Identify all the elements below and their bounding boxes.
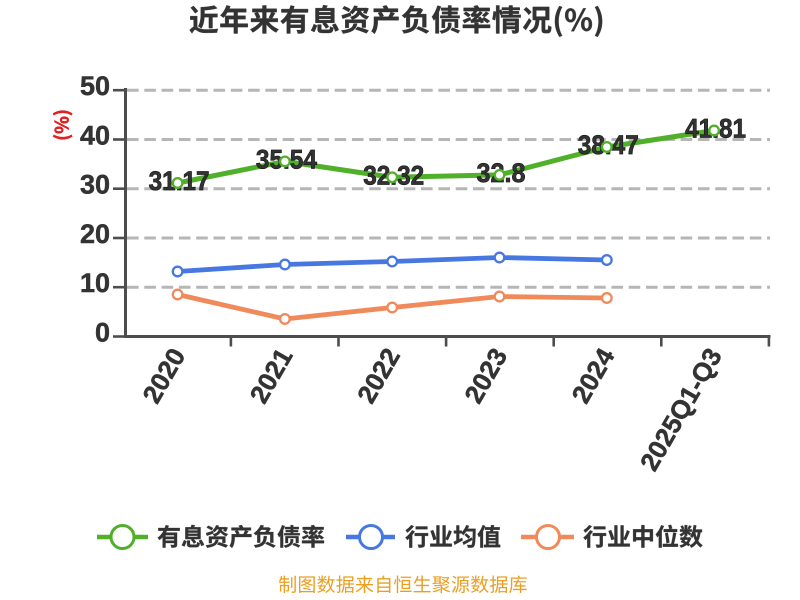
svg-text:40: 40 [80,121,110,151]
svg-text:20: 20 [80,219,110,249]
svg-text:2024: 2024 [566,343,621,409]
svg-text:2025Q1-Q3: 2025Q1-Q3 [634,343,728,476]
svg-text:10: 10 [80,268,110,298]
svg-text:32.8: 32.8 [477,158,526,188]
svg-text:30: 30 [80,170,110,200]
svg-text:0: 0 [95,318,110,348]
svg-text:2020: 2020 [136,343,191,408]
svg-text:2023: 2023 [458,343,513,408]
svg-text:32.32: 32.32 [363,161,424,191]
svg-text:50: 50 [80,71,110,101]
svg-text:2022: 2022 [351,343,406,408]
svg-text:2021: 2021 [244,343,299,408]
